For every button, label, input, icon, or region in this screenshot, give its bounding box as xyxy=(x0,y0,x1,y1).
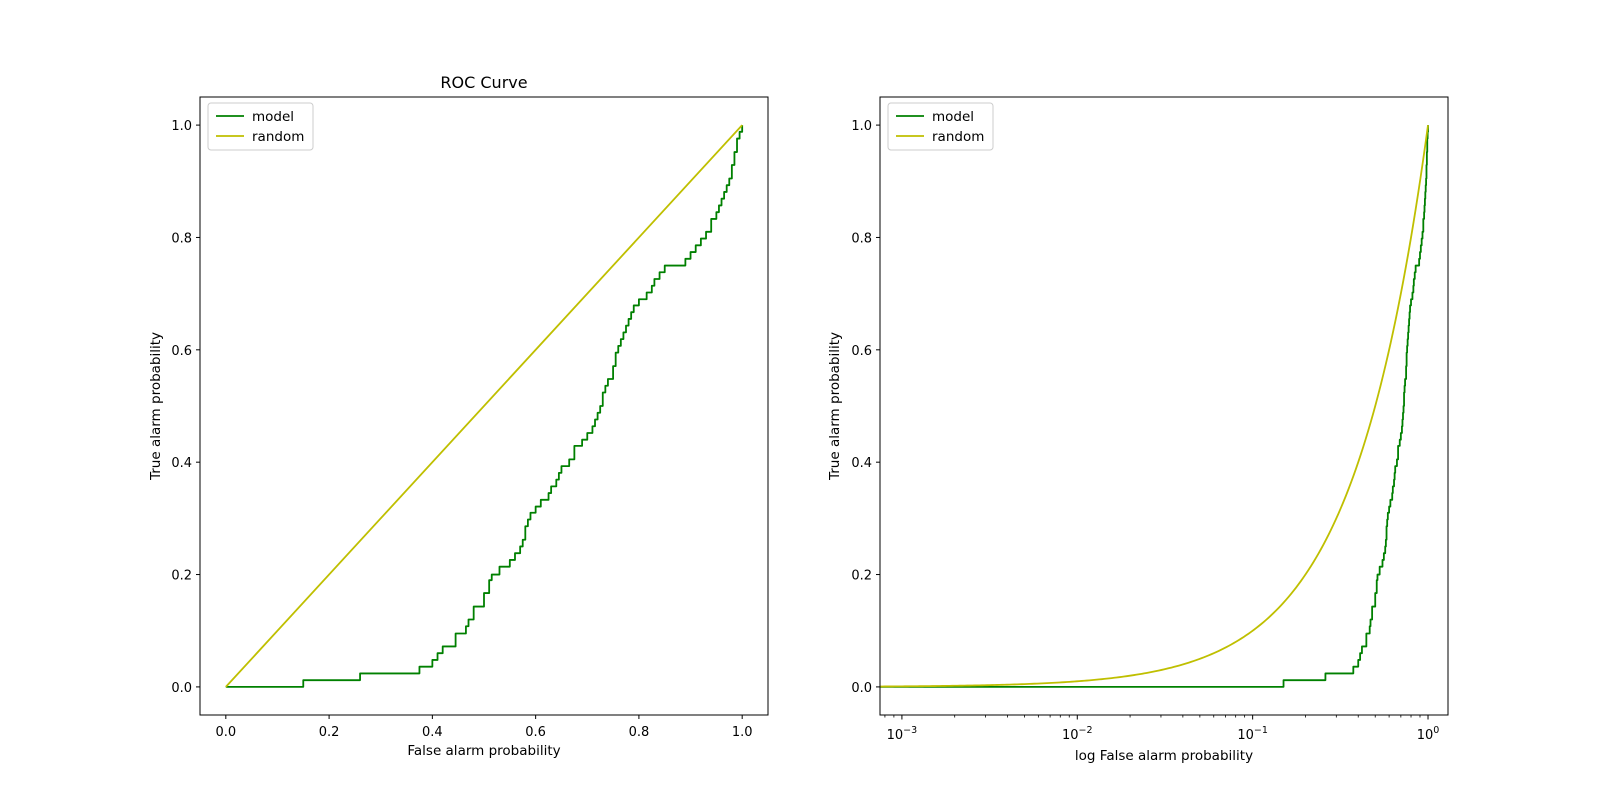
series-line-model xyxy=(880,125,1429,688)
y-tick-label: 0.8 xyxy=(851,231,872,246)
legend: model random xyxy=(887,102,994,151)
y-tick-label: 0.6 xyxy=(171,344,192,359)
x-tick-label: 10−2 xyxy=(1062,725,1093,743)
plot-frame xyxy=(199,96,769,716)
y-tick-label: 0.8 xyxy=(171,231,192,246)
y-tick-label: 1.0 xyxy=(171,119,192,134)
x-axis-label: False alarm probability xyxy=(407,743,560,759)
y-tick-label: 0.0 xyxy=(171,681,192,696)
y-tick-label: 0.0 xyxy=(851,681,872,696)
series-line-model xyxy=(225,125,744,688)
series-line-random xyxy=(880,124,1429,688)
x-tick-label: 0.4 xyxy=(422,725,443,740)
y-tick-label: 0.4 xyxy=(851,456,872,471)
legend-label-model: model xyxy=(252,109,294,125)
plot-frame xyxy=(879,96,1449,716)
x-axis-label: log False alarm probability xyxy=(1075,748,1253,764)
legend-label-model: model xyxy=(932,109,974,125)
y-axis-label: True alarm probability xyxy=(148,332,164,481)
x-tick-label: 100 xyxy=(1417,725,1440,743)
x-tick-label: 0.6 xyxy=(525,725,546,740)
legend: model random xyxy=(207,102,314,151)
y-tick-label: 0.2 xyxy=(851,569,872,584)
legend-label-random: random xyxy=(932,129,984,145)
roc-log-chart: 0.0 0.2 0.4 0.6 0.8 1.0 10−3 10−2 10−1 100 log Fa… xyxy=(827,96,1449,764)
chart-title: ROC Curve xyxy=(440,73,527,92)
series-line-random xyxy=(225,124,743,688)
legend-label-random: random xyxy=(252,129,304,145)
x-tick-label: 10−1 xyxy=(1237,725,1268,743)
x-tick-label: 0.8 xyxy=(629,725,650,740)
x-tick-label: 1.0 xyxy=(732,725,753,740)
y-tick-label: 0.6 xyxy=(851,344,872,359)
legend-box xyxy=(207,102,314,151)
x-tick-label: 0.0 xyxy=(215,725,236,740)
x-tick-label: 10−3 xyxy=(887,725,918,743)
y-tick-label: 0.4 xyxy=(171,456,192,471)
roc-linear-chart: ROC Curve 0.0 0.2 0.4 0.6 0.8 1.0 0.0 0.2 0.4 0.6… xyxy=(148,73,769,759)
x-tick-label: 0.2 xyxy=(319,725,340,740)
y-tick-label: 1.0 xyxy=(851,119,872,134)
y-axis-label: True alarm probability xyxy=(827,332,843,481)
legend-box xyxy=(887,102,994,151)
y-tick-label: 0.2 xyxy=(171,569,192,584)
